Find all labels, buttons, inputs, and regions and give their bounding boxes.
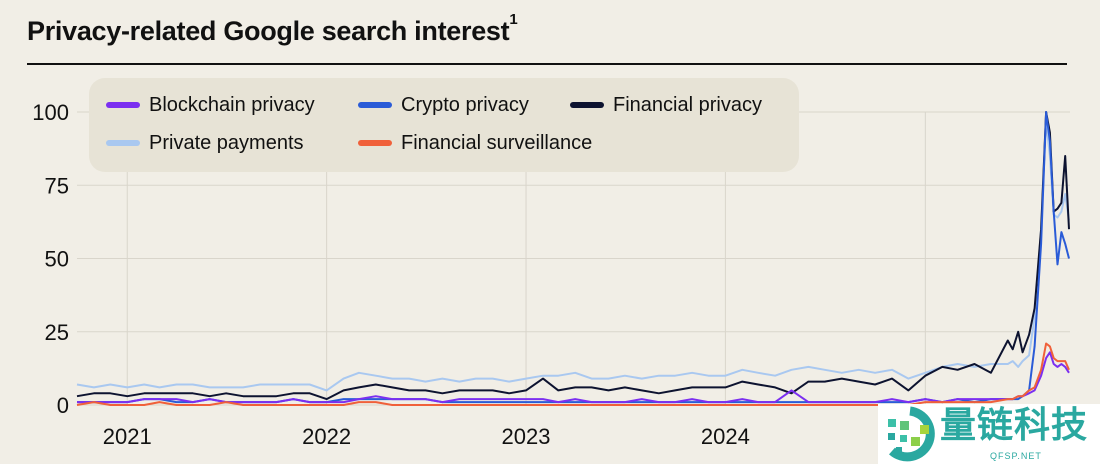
- legend-swatch: [106, 102, 140, 108]
- title-text: Privacy-related Google search interest: [27, 16, 510, 46]
- x-tick-label: 2023: [502, 424, 551, 449]
- legend: Blockchain privacy Crypto privacy Financ…: [89, 78, 799, 172]
- legend-item-financial-privacy: Financial privacy: [570, 92, 762, 118]
- legend-swatch: [358, 140, 392, 146]
- y-tick-label: 25: [45, 320, 69, 345]
- x-tick-label: 2021: [103, 424, 152, 449]
- series-line-financial-privacy: [76, 111, 1070, 401]
- title-footnote: 1: [509, 11, 518, 28]
- y-tick-label: 75: [45, 173, 69, 198]
- watermark-text: 量链科技: [940, 405, 1089, 446]
- title-divider: [27, 63, 1067, 65]
- legend-swatch: [570, 102, 604, 108]
- watermark-logo-icon: [888, 406, 935, 462]
- watermark-subtext: QFSP.NET: [990, 451, 1042, 461]
- legend-label: Private payments: [149, 132, 304, 154]
- legend-item-private-payments: Private payments: [106, 130, 304, 156]
- y-tick-label: 0: [57, 393, 69, 418]
- y-tick-label: 100: [32, 100, 69, 125]
- legend-swatch: [106, 140, 140, 146]
- x-tick-label: 2022: [302, 424, 351, 449]
- legend-label: Financial privacy: [613, 94, 762, 116]
- watermark: 量链科技 QFSP.NET: [878, 404, 1100, 464]
- legend-label: Crypto privacy: [401, 94, 529, 116]
- legend-label: Financial surveillance: [401, 132, 593, 154]
- series-line-financial-surveillance: [76, 342, 1070, 406]
- legend-item-financial-surveillance: Financial surveillance: [358, 130, 592, 156]
- legend-item-crypto-privacy: Crypto privacy: [358, 92, 529, 118]
- legend-item-blockchain-privacy: Blockchain privacy: [106, 92, 315, 118]
- series-line-blockchain-privacy: [77, 351, 1070, 404]
- legend-label: Blockchain privacy: [149, 94, 315, 116]
- y-tick-label: 50: [45, 247, 69, 272]
- chart-title: Privacy-related Google search interest1: [27, 11, 518, 48]
- x-tick-label: 2024: [701, 424, 750, 449]
- series-line-private-payments: [76, 119, 1070, 392]
- legend-swatch: [358, 102, 392, 108]
